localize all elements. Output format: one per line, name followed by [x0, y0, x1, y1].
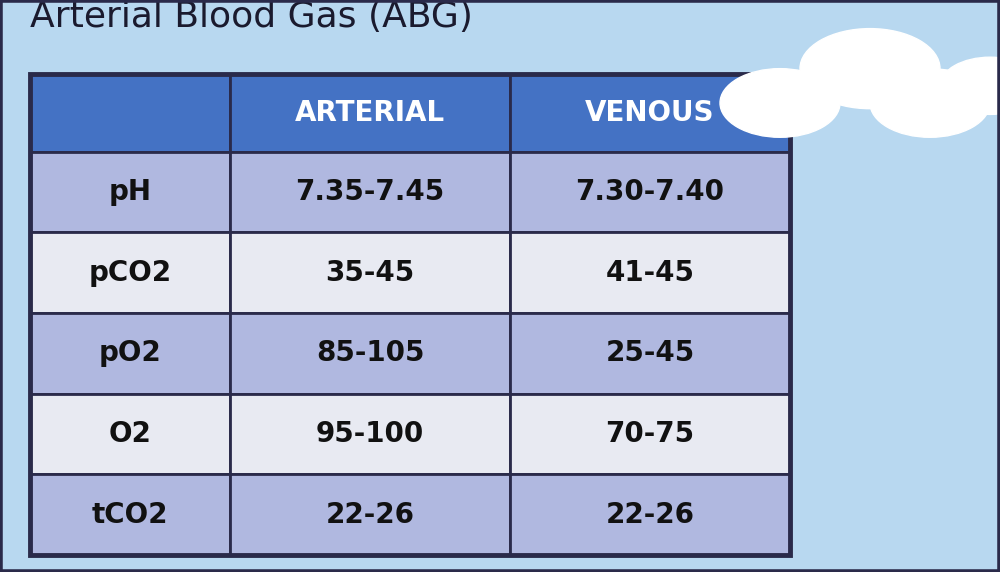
- Bar: [30, 394, 230, 474]
- Bar: [230, 394, 510, 474]
- Bar: [30, 474, 230, 555]
- Bar: [30, 74, 790, 555]
- Circle shape: [940, 57, 1000, 114]
- Text: pO2: pO2: [99, 339, 161, 367]
- Text: 70-75: 70-75: [605, 420, 695, 448]
- Bar: [510, 394, 790, 474]
- Text: ARTERIAL: ARTERIAL: [295, 99, 445, 127]
- Text: 95-100: 95-100: [316, 420, 424, 448]
- Text: 85-105: 85-105: [316, 339, 424, 367]
- Text: O2: O2: [109, 420, 151, 448]
- Bar: [230, 74, 510, 152]
- Text: 7.30-7.40: 7.30-7.40: [576, 178, 724, 206]
- Bar: [230, 152, 510, 232]
- Text: VENOUS: VENOUS: [585, 99, 715, 127]
- Bar: [510, 313, 790, 394]
- Bar: [230, 474, 510, 555]
- Text: 22-26: 22-26: [606, 500, 694, 529]
- Text: 35-45: 35-45: [325, 259, 415, 287]
- Bar: [30, 232, 230, 313]
- Text: 7.35-7.45: 7.35-7.45: [295, 178, 445, 206]
- Bar: [230, 232, 510, 313]
- Text: 41-45: 41-45: [606, 259, 694, 287]
- Circle shape: [800, 29, 940, 109]
- Text: 22-26: 22-26: [326, 500, 415, 529]
- Bar: [510, 152, 790, 232]
- Text: pH: pH: [108, 178, 152, 206]
- Bar: [30, 74, 230, 152]
- Bar: [800, 0, 1000, 572]
- Text: pCO2: pCO2: [88, 259, 172, 287]
- Bar: [510, 74, 790, 152]
- Bar: [510, 474, 790, 555]
- Circle shape: [870, 69, 990, 137]
- Bar: [510, 232, 790, 313]
- Bar: [230, 313, 510, 394]
- Circle shape: [720, 69, 840, 137]
- Text: tCO2: tCO2: [92, 500, 168, 529]
- Text: 25-45: 25-45: [605, 339, 695, 367]
- Bar: [30, 313, 230, 394]
- Text: Arterial Blood Gas (ABG): Arterial Blood Gas (ABG): [30, 1, 473, 34]
- Bar: [30, 152, 230, 232]
